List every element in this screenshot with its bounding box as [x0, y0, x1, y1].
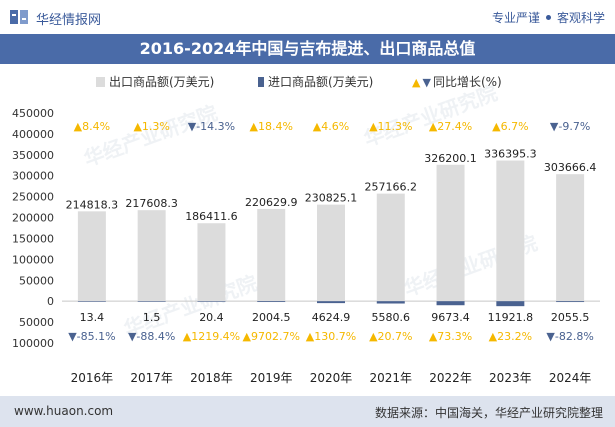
y-tick-label: 100000 — [12, 253, 54, 266]
export-growth-label: ▲4.6% — [313, 120, 349, 133]
import-growth-label: ▼-82.8% — [546, 330, 593, 343]
import-bar — [317, 301, 345, 304]
x-category-label: 2018年 — [190, 371, 233, 385]
brand-name: 华经情报网 — [36, 13, 102, 28]
import-bar — [77, 301, 106, 302]
triangle-down-icon: ▼ — [422, 76, 431, 89]
export-value-label: 217608.3 — [125, 197, 178, 210]
y-tick-label: 350000 — [12, 149, 54, 162]
top-header: 华经情报网 专业严谨 客观科学 — [0, 0, 615, 34]
import-value-label: 11921.8 — [488, 311, 534, 324]
export-growth-label: ▲18.4% — [250, 120, 293, 133]
legend-import-label: 进口商品额(万美元) — [268, 75, 374, 89]
y-tick-label: 300000 — [12, 170, 54, 183]
export-bar — [257, 208, 286, 302]
import-value-label: 2055.5 — [551, 311, 590, 324]
x-category-label: 2023年 — [489, 371, 532, 385]
import-value-label: 5580.6 — [372, 311, 411, 324]
export-value-label: 257166.2 — [365, 181, 418, 194]
import-value-label: 4624.9 — [312, 311, 351, 324]
export-value-label: 336395.3 — [484, 148, 537, 161]
y-tick-label: 50000 — [19, 274, 54, 287]
slogan: 专业严谨 客观科学 — [492, 9, 605, 26]
import-growth-label: ▲130.7% — [306, 330, 356, 343]
import-growth-label: ▲23.2% — [489, 330, 532, 343]
legend-import-swatch — [258, 76, 264, 87]
title-bar: 2016-2024年中国与吉布提进、出口商品总值 — [0, 34, 615, 64]
footer: www.huaon.com 数据来源：中国海关，华经产业研究院整理 — [0, 396, 615, 427]
import-bar — [197, 301, 226, 302]
chart-legend: 出口商品额(万美元) 进口商品额(万美元) ▲ ▼ 同比增长(%) — [0, 72, 615, 92]
import-bar — [257, 301, 286, 303]
slogan-right: 客观科学 — [556, 11, 605, 25]
export-bar — [436, 164, 465, 302]
export-growth-label: ▲11.3% — [369, 120, 412, 133]
y-tick-label: 50000 — [19, 316, 54, 329]
x-category-label: 2019年 — [250, 371, 293, 385]
import-growth-label: ▼-85.1% — [68, 330, 115, 343]
export-value-label: 214818.3 — [66, 198, 119, 211]
export-value-label: 326200.1 — [424, 152, 477, 165]
export-value-label: 220629.9 — [245, 196, 298, 209]
dot-separator-icon — [545, 15, 551, 20]
legend-growth-label: 同比增长(%) — [432, 75, 502, 89]
y-tick-label: 250000 — [12, 191, 54, 204]
import-bar — [376, 301, 405, 304]
legend-export-label: 出口商品额(万美元) — [109, 75, 215, 89]
import-growth-label: ▲73.3% — [429, 330, 472, 343]
export-bar — [376, 193, 405, 302]
legend-import: 进口商品额(万美元) — [258, 72, 373, 92]
import-growth-label: ▲20.7% — [369, 330, 412, 343]
import-value-label: 9673.4 — [431, 311, 470, 324]
export-growth-label: ▼-14.3% — [188, 120, 235, 133]
logo-icon — [10, 10, 28, 24]
x-category-label: 2017年 — [130, 371, 173, 385]
export-bar — [137, 210, 166, 302]
import-growth-label: ▲1219.4% — [183, 330, 240, 343]
export-bar — [317, 204, 345, 302]
y-tick-label: 100000 — [12, 337, 54, 350]
import-value-label: 13.4 — [80, 311, 105, 324]
x-category-label: 2022年 — [429, 371, 472, 385]
export-growth-label: ▲1.3% — [133, 120, 169, 133]
export-bar — [77, 211, 106, 302]
export-bar — [197, 223, 226, 302]
y-tick-label: 450000 — [12, 107, 54, 120]
import-value-label: 2004.5 — [252, 311, 291, 324]
x-category-label: 2021年 — [370, 371, 413, 385]
legend-growth: ▲ ▼ 同比增长(%) — [412, 72, 502, 92]
export-growth-label: ▲6.7% — [492, 120, 528, 133]
export-bar — [556, 174, 585, 302]
export-bar — [496, 160, 525, 302]
y-tick-label: 0 — [47, 295, 54, 308]
data-source: 数据来源：中国海关，华经产业研究院整理 — [374, 406, 603, 420]
legend-export-swatch — [96, 76, 105, 87]
export-value-label: 186411.6 — [185, 210, 238, 223]
chart-title: 2016-2024年中国与吉布提进、出口商品总值 — [139, 39, 476, 58]
triangle-up-icon: ▲ — [412, 76, 421, 89]
legend-export: 出口商品额(万美元) — [96, 72, 214, 92]
export-value-label: 303666.4 — [544, 161, 597, 174]
import-bar — [436, 301, 465, 306]
x-category-label: 2016年 — [71, 371, 114, 385]
y-tick-label: 400000 — [12, 128, 54, 141]
import-value-label: 20.4 — [199, 311, 224, 324]
slogan-left: 专业严谨 — [491, 11, 540, 25]
import-growth-label: ▲9702.7% — [243, 330, 300, 343]
y-tick-label: 200000 — [12, 212, 54, 225]
footer-url: www.huaon.com — [14, 404, 114, 418]
import-growth-label: ▼-88.4% — [128, 330, 175, 343]
export-value-label: 230825.1 — [305, 192, 358, 205]
export-growth-label: ▲8.4% — [74, 120, 110, 133]
export-growth-label: ▲27.4% — [429, 120, 472, 133]
export-growth-label: ▼-9.7% — [550, 120, 590, 133]
y-tick-label: 150000 — [12, 232, 54, 245]
import-bar — [496, 301, 525, 307]
x-category-label: 2024年 — [549, 371, 592, 385]
x-category-label: 2020年 — [310, 371, 353, 385]
import-bar — [556, 301, 585, 303]
import-value-label: 1.5 — [143, 311, 161, 324]
import-bar — [137, 301, 166, 302]
